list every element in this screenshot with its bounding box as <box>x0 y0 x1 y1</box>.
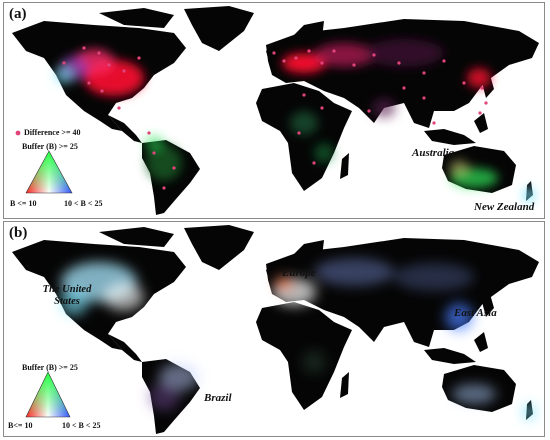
legend-right-label: 10 < B < 25 <box>62 421 101 430</box>
world-map-b <box>12 225 539 434</box>
difference-markers <box>62 46 488 190</box>
buffer-glow-overlay <box>54 39 535 203</box>
legend-marker-dot <box>15 130 21 136</box>
region-label-europe: Europe <box>282 267 316 279</box>
legend-difference-label: Difference >= 40 <box>24 128 81 137</box>
map-panel-a: (a) Difference >= 40 Buffer (B) >= 25 B … <box>3 2 545 219</box>
region-label-new-zealand: New Zealand <box>474 201 535 213</box>
map-panel-b: (b) The United States Europe East Asia B… <box>3 221 545 437</box>
panel-letter: (b) <box>9 225 28 241</box>
region-label-east-asia: East Asia <box>454 307 497 319</box>
region-label-united-states: The United States <box>42 284 92 307</box>
legend-triangle-b <box>25 371 71 418</box>
panel-letter: (a) <box>9 6 27 22</box>
legend-top-label: Buffer (B) >= 25 <box>22 142 78 151</box>
buffer-glow-overlay <box>60 258 535 420</box>
legend-triangle-a <box>15 130 73 194</box>
legend-left-label: B<= 10 <box>8 421 33 430</box>
region-label-brazil: Brazil <box>204 392 232 404</box>
legend-top-label: Buffer (B) >= 25 <box>22 363 78 372</box>
legend-left-label: B <= 10 <box>10 199 37 208</box>
region-label-australia: Australia <box>412 147 455 159</box>
world-map-a <box>12 6 539 215</box>
legend-right-label: 10 < B < 25 <box>64 199 103 208</box>
